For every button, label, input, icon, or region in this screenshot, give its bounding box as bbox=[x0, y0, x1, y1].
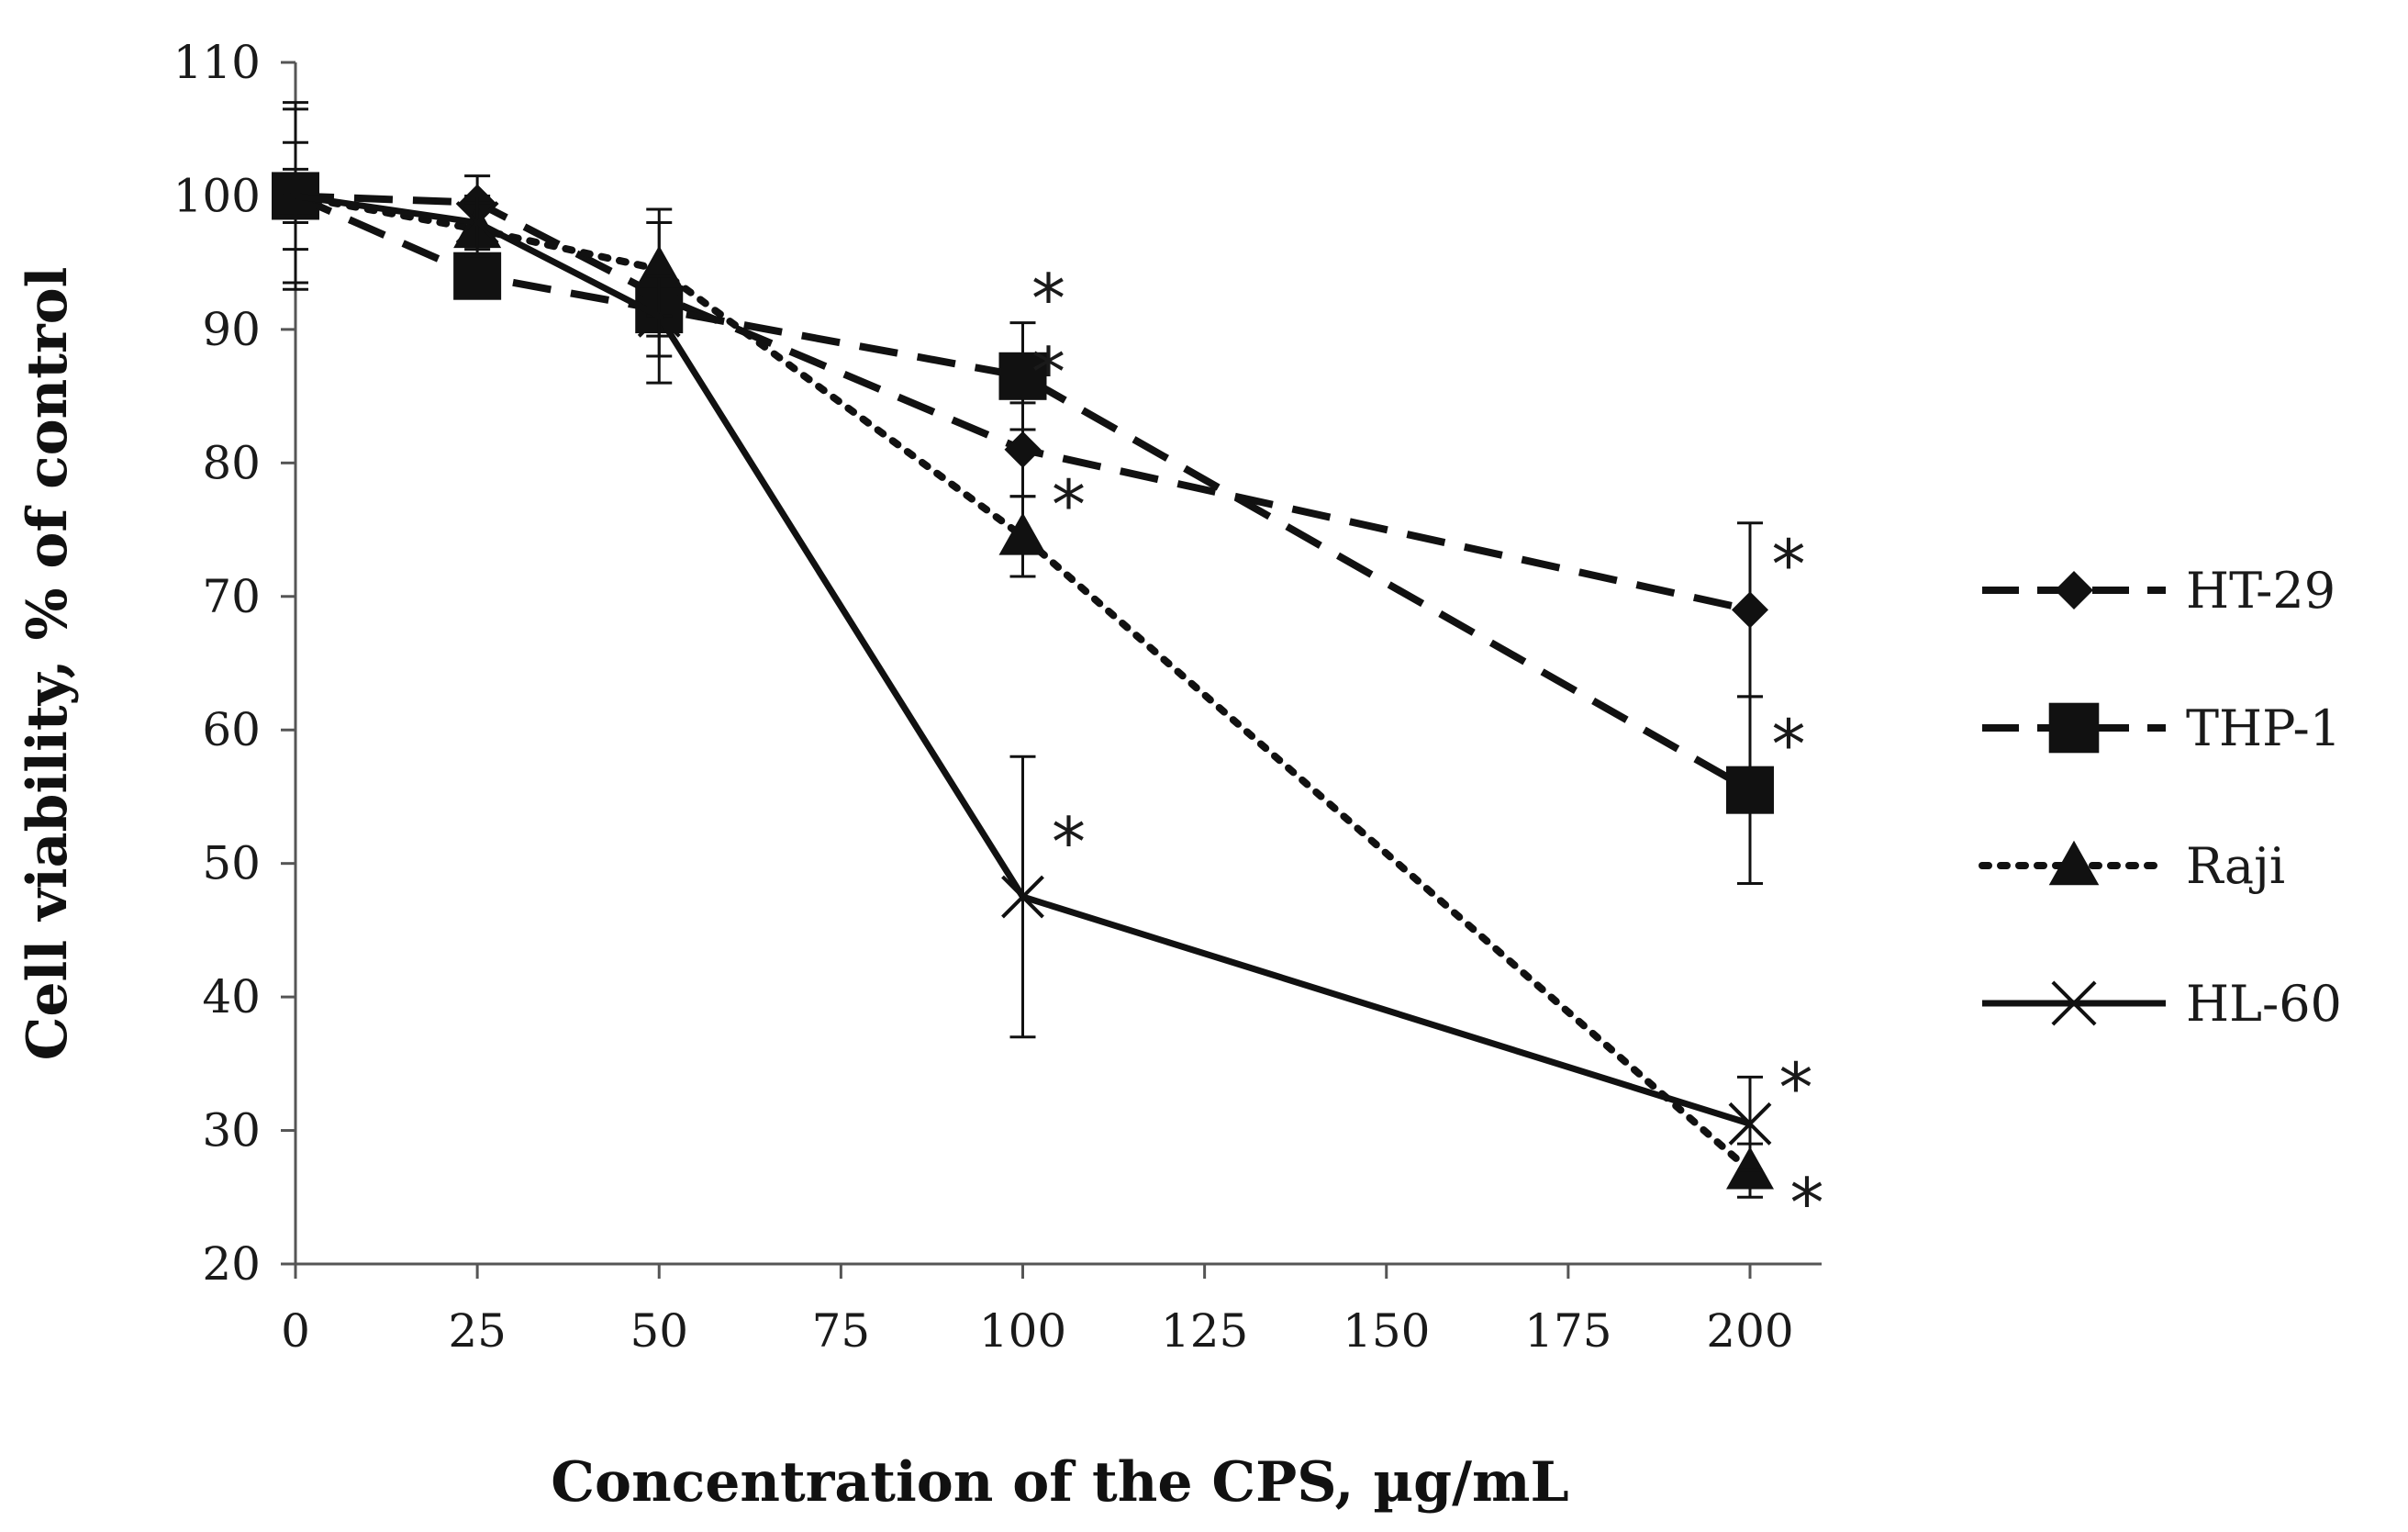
significance-star: * bbox=[1790, 1164, 1824, 1243]
y-tick-label: 110 bbox=[173, 36, 261, 89]
y-axis-title: Cell viability, % of control bbox=[16, 267, 80, 1061]
y-axis: 20 30 40 50 60 70 80 90 100 110 bbox=[173, 36, 297, 1291]
x-tick-label: 75 bbox=[812, 1304, 871, 1358]
data-point-ht-29 bbox=[1732, 591, 1768, 629]
legend-marker-thp-1 bbox=[2048, 702, 2100, 754]
data-point-hl-60 bbox=[637, 294, 681, 338]
x-tick-label: 50 bbox=[630, 1304, 688, 1358]
x-tick-label: 100 bbox=[979, 1304, 1066, 1358]
legend-marker-raji bbox=[2048, 840, 2100, 886]
x-tick-label: 150 bbox=[1343, 1304, 1430, 1358]
legend-marker-ht-29 bbox=[2055, 571, 2093, 609]
y-tick-label: 80 bbox=[202, 436, 261, 489]
series-layer bbox=[272, 101, 1774, 1199]
data-point-hl-60 bbox=[455, 201, 499, 244]
data-point-hl-60 bbox=[273, 174, 318, 218]
legend-item-thp-1: THP-1 bbox=[1982, 699, 2341, 757]
x-tick-label: 125 bbox=[1161, 1304, 1248, 1358]
significance-star: * bbox=[1772, 706, 1806, 785]
x-axis-title: Concentration of the CPS, µg/mL bbox=[551, 1450, 1568, 1515]
significance-star: * bbox=[1031, 333, 1065, 412]
y-tick-label: 50 bbox=[202, 837, 261, 890]
x-tick-label: 0 bbox=[281, 1304, 310, 1358]
data-point-thp-1 bbox=[1726, 766, 1774, 814]
y-tick-label: 100 bbox=[173, 169, 261, 222]
x-axis: 0 25 50 75 100 125 150 175 200 bbox=[281, 1262, 1822, 1358]
y-tick-label: 40 bbox=[202, 970, 261, 1023]
significance-star: * bbox=[1772, 525, 1806, 604]
series-hl-60 bbox=[273, 101, 1772, 1172]
x-tick-label: 200 bbox=[1706, 1304, 1793, 1358]
data-point-thp-1 bbox=[998, 352, 1047, 400]
legend-item-ht-29: HT-29 bbox=[1982, 562, 2336, 620]
significance-star: * bbox=[1052, 803, 1086, 882]
legend-label-ht-29: HT-29 bbox=[2186, 562, 2336, 620]
y-tick-label: 30 bbox=[202, 1104, 261, 1157]
legend-item-hl-60: HL-60 bbox=[1982, 975, 2342, 1033]
legend: HT-29 THP-1 Raji HL-60 bbox=[1979, 562, 2342, 1033]
y-tick-label: 90 bbox=[202, 303, 261, 356]
annotation-layer: ******** bbox=[1031, 260, 1824, 1243]
legend-label-raji: Raji bbox=[2186, 837, 2285, 895]
x-tick-label: 175 bbox=[1524, 1304, 1611, 1358]
legend-label-hl-60: HL-60 bbox=[2186, 975, 2342, 1033]
data-point-ht-29 bbox=[1004, 431, 1042, 468]
data-point-hl-60 bbox=[1728, 1101, 1772, 1146]
x-tick-label: 25 bbox=[448, 1304, 507, 1358]
y-tick-label: 20 bbox=[202, 1237, 261, 1291]
y-tick-label: 60 bbox=[202, 703, 261, 756]
significance-star: * bbox=[1031, 260, 1065, 339]
data-point-thp-1 bbox=[453, 252, 502, 300]
legend-label-thp-1: THP-1 bbox=[2186, 699, 2341, 757]
legend-marker-hl-60 bbox=[2051, 980, 2097, 1026]
y-tick-label: 70 bbox=[202, 570, 261, 623]
legend-item-raji: Raji bbox=[1979, 837, 2285, 895]
data-point-hl-60 bbox=[1001, 875, 1044, 919]
significance-star: * bbox=[1779, 1048, 1813, 1127]
significance-star: * bbox=[1052, 465, 1086, 544]
data-point-raji bbox=[998, 512, 1047, 555]
